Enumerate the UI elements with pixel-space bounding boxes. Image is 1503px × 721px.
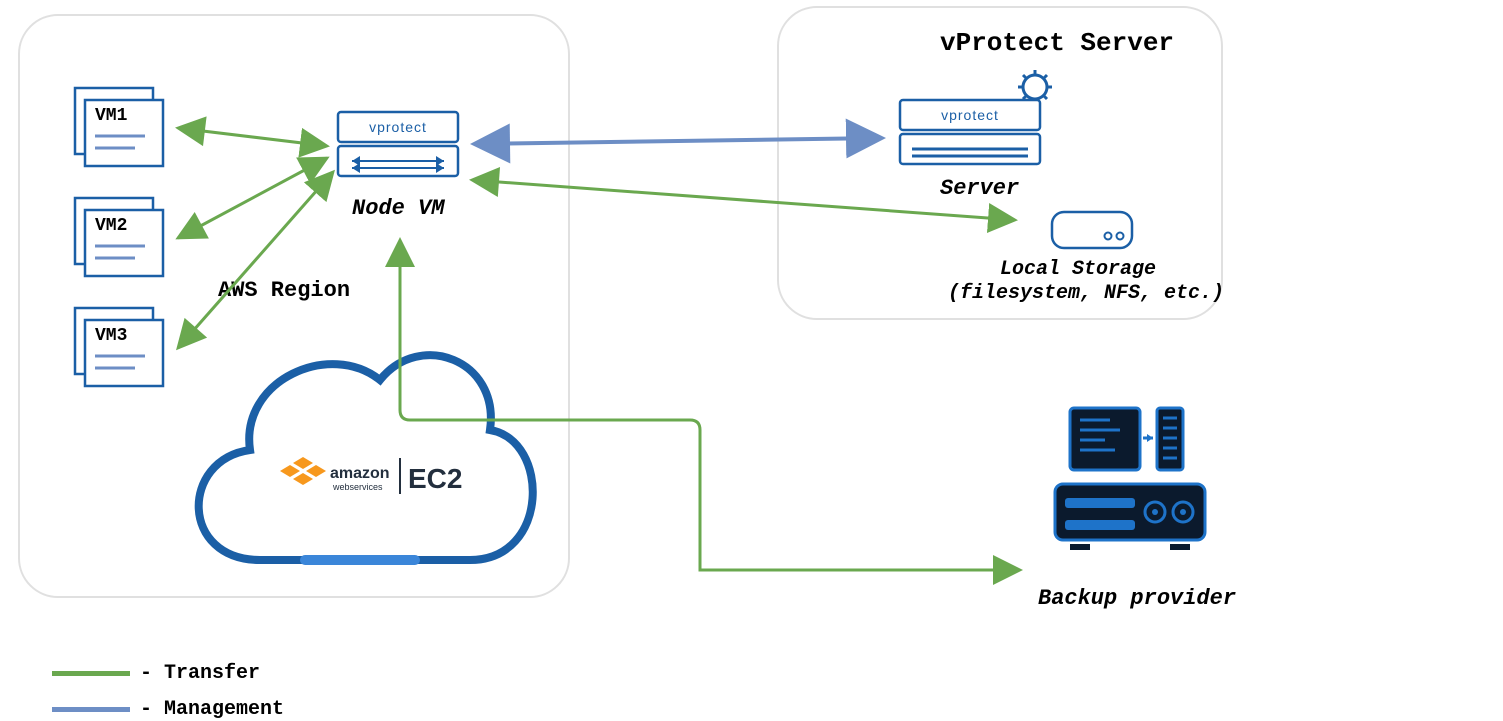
aws-region-panel	[18, 14, 570, 598]
backup-provider-icon	[1055, 408, 1205, 550]
legend-text-transfer: - Transfer	[140, 662, 260, 685]
backup-provider-label: Backup provider	[1038, 586, 1236, 611]
legend-text-management: - Management	[140, 698, 284, 721]
aws-region-title: AWS Region	[218, 278, 350, 303]
local-storage-line1: Local Storage	[1000, 258, 1156, 281]
local-storage-line2: (filesystem, NFS, etc.)	[948, 282, 1224, 305]
server-label: Server	[940, 176, 1019, 201]
server-panel-title: vProtect Server	[940, 28, 1174, 58]
legend-swatch-transfer	[52, 671, 130, 676]
node-vm-label: Node VM	[352, 196, 444, 221]
legend-management: - Management	[52, 698, 284, 721]
legend-swatch-management	[52, 707, 130, 712]
legend-transfer: - Transfer	[52, 662, 260, 685]
